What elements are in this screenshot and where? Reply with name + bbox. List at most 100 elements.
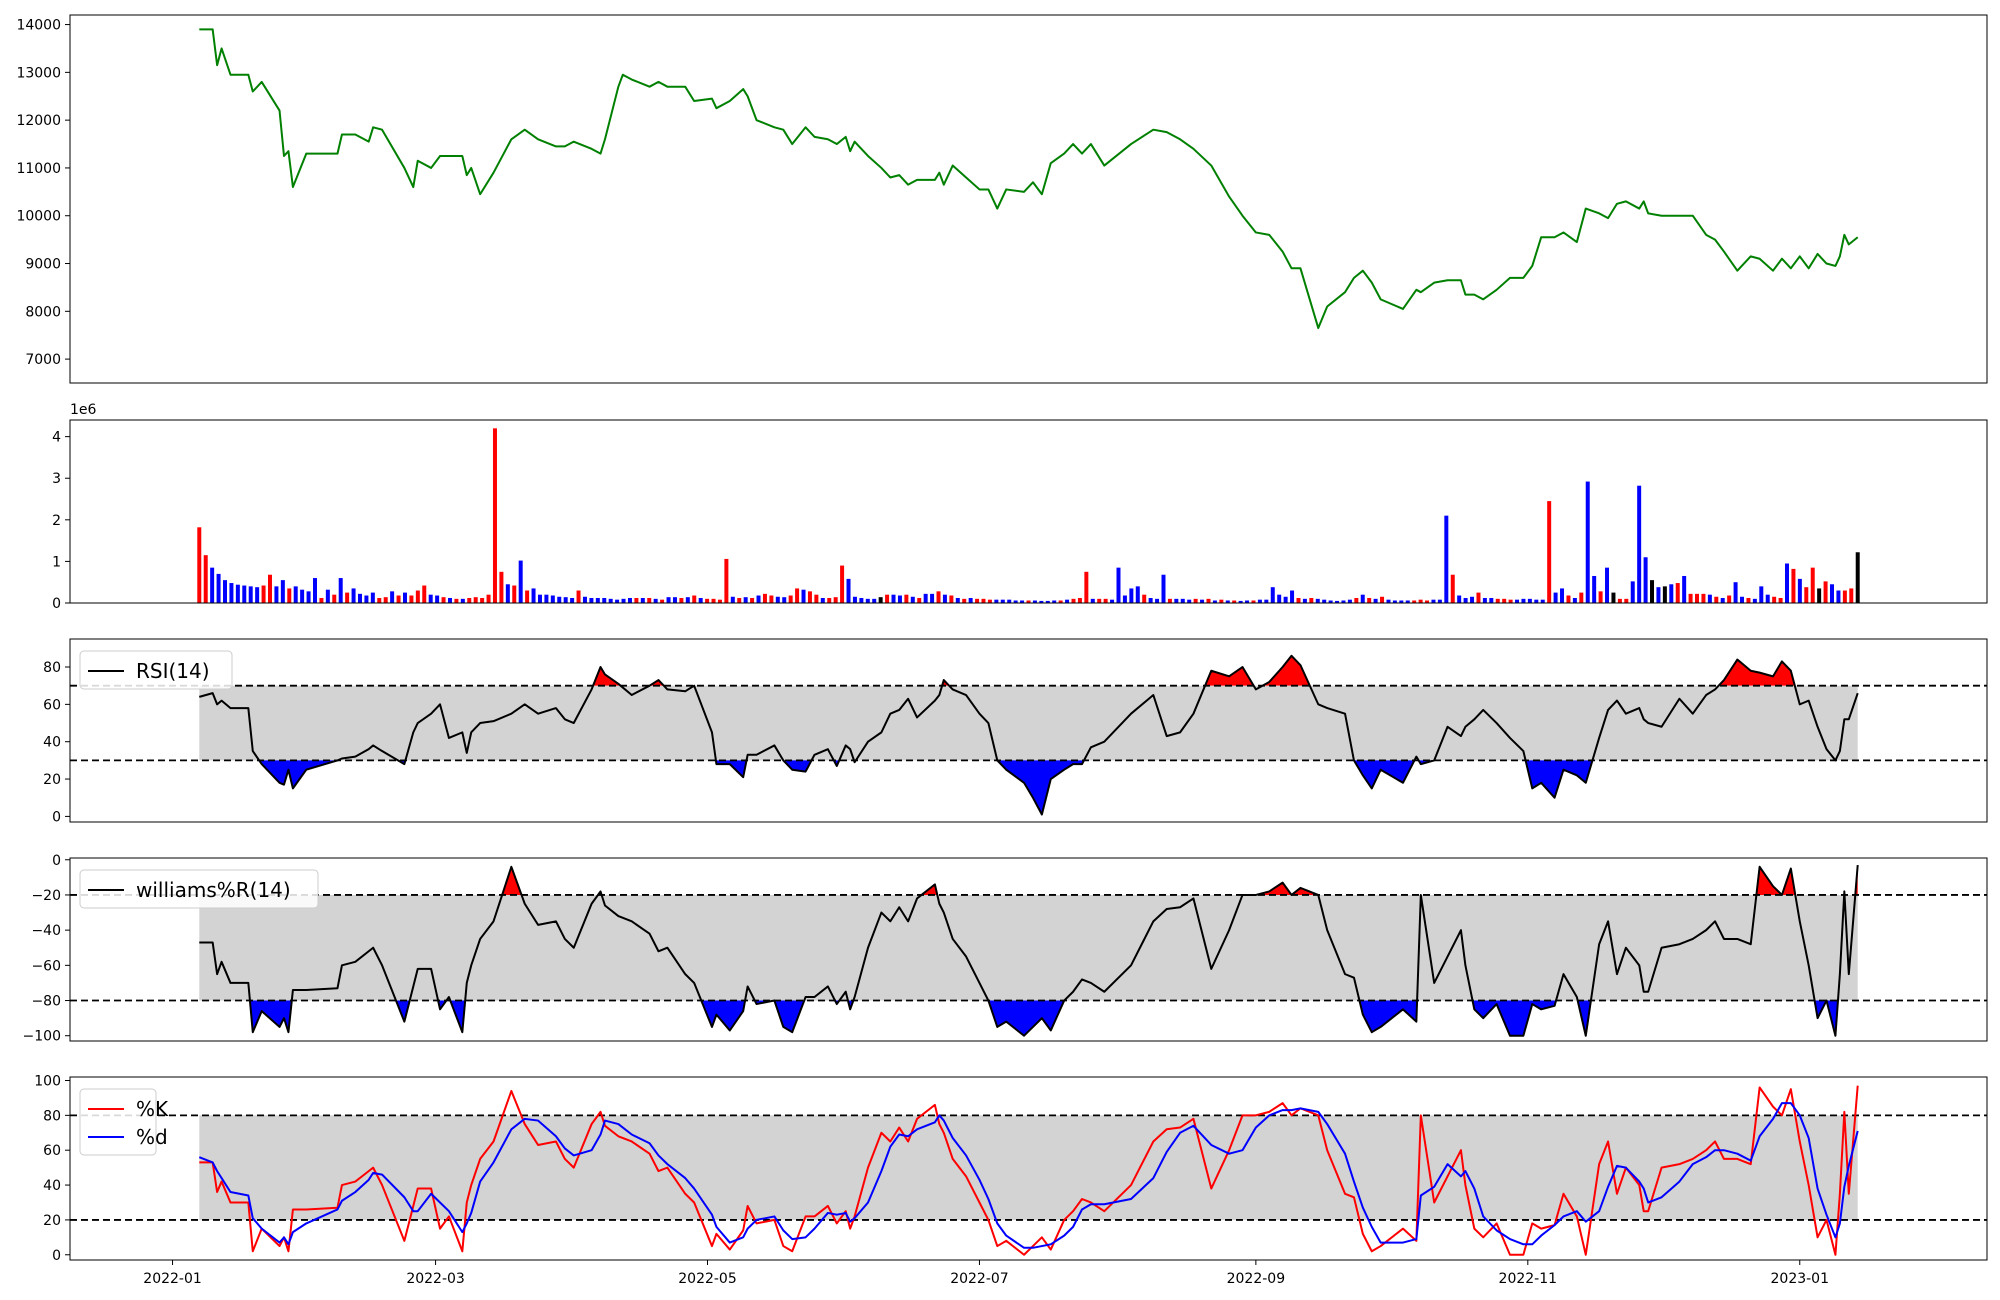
volume-bar (1090, 598, 1095, 603)
volume-bar (1855, 552, 1860, 603)
volume-bar (480, 598, 485, 603)
y-tick-label: 0 (52, 596, 61, 612)
volume-bar (1122, 595, 1127, 603)
volume-bar (1778, 598, 1783, 603)
volume-bar (1315, 598, 1320, 603)
y-tick-label: 40 (43, 1178, 61, 1194)
y-tick-label: 14000 (16, 18, 61, 34)
y-tick-label: 3 (52, 471, 61, 487)
volume-bar (1270, 587, 1275, 603)
y-tick-label: 100 (34, 1073, 61, 1089)
volume-bar (582, 596, 587, 603)
volume-bar (325, 589, 330, 603)
volume-bar (1521, 598, 1526, 603)
volume-bar (1553, 592, 1558, 603)
volume-bar (1341, 600, 1346, 603)
volume-bar (994, 599, 999, 603)
stochastic-legend: %K %d (79, 1088, 169, 1156)
volume-bar (1200, 599, 1205, 603)
volume-bar (1527, 598, 1532, 603)
volume-bar (1065, 599, 1070, 603)
volume-bar (1418, 599, 1423, 603)
volume-bar (1225, 600, 1230, 603)
volume-bar (531, 588, 536, 603)
volume-bar (891, 594, 896, 603)
volume-bar (685, 597, 690, 603)
volume-bar (1058, 600, 1063, 603)
volume-bar (743, 597, 748, 603)
volume-bar (975, 598, 980, 603)
volume-bar (409, 595, 414, 603)
volume-bar (1431, 599, 1436, 603)
volume-bar (1643, 557, 1648, 603)
volume-bar (1000, 599, 1005, 603)
volume-bar (537, 594, 542, 603)
volume-bar (1161, 574, 1166, 603)
volume-bar (1540, 599, 1545, 603)
volume-bar (1444, 515, 1449, 603)
volume-bar (364, 595, 369, 603)
volume-bar (1290, 590, 1295, 603)
volume-bar (473, 597, 478, 603)
price-panel: 7000 8000 9000 10000 11000 12000 13000 14000 (16, 14, 1988, 384)
volume-bar (1682, 575, 1687, 603)
y-tick-label: 7000 (25, 352, 61, 368)
volume-bar (1335, 600, 1340, 603)
williams-legend: williams%R(14) (79, 869, 319, 909)
volume-frame (69, 419, 1988, 604)
volume-bar (1212, 600, 1217, 603)
volume-scale-label: 1e6 (70, 402, 97, 418)
volume-bar (595, 598, 600, 603)
williams-oversold-area (774, 1000, 805, 1033)
volume-bar (602, 598, 607, 603)
volume-bar (885, 594, 890, 603)
williams-legend-box (79, 869, 319, 909)
volume-bar (422, 585, 427, 603)
williams-oversold-area (1359, 1000, 1418, 1033)
volume-bar (486, 594, 491, 603)
volume-bar (936, 591, 941, 603)
volume-bar (235, 584, 240, 603)
volume-bar (1727, 595, 1732, 603)
volume-bar (460, 598, 465, 603)
volume-bar (737, 598, 742, 603)
volume-bar (1283, 596, 1288, 603)
williams-overbought-area (502, 866, 522, 895)
volume-bar (435, 595, 440, 603)
volume-bar (499, 571, 504, 603)
volume-bar (1470, 596, 1475, 603)
williams-frame (69, 857, 1988, 1042)
stochastic-band (199, 1115, 1858, 1220)
volume-bar (197, 527, 202, 603)
volume-bar (287, 588, 292, 603)
volume-bar (955, 598, 960, 603)
volume-bar (672, 597, 677, 603)
volume-bar (820, 598, 825, 603)
volume-bar (544, 594, 549, 603)
volume-bar (852, 596, 857, 603)
y-tick-label: 60 (43, 697, 61, 713)
volume-bar (897, 595, 902, 603)
volume-bar (762, 593, 767, 603)
volume-bar (1637, 485, 1642, 603)
volume-bar (1450, 574, 1455, 603)
williams-series-line-0 (199, 864, 1859, 1037)
stochastic-series-line-1 (198, 1102, 1859, 1249)
volume-bar (987, 599, 992, 603)
y-tick-label: 20 (43, 772, 61, 788)
volume-bar (981, 598, 986, 603)
volume-bar (917, 598, 922, 603)
x-tick-label: 2022-07 (950, 1271, 1009, 1287)
volume-bar (859, 598, 864, 603)
volume-bar (216, 573, 221, 603)
stochastic-legend-label: %d (136, 1125, 168, 1149)
volume-bar (1347, 599, 1352, 603)
stochastic-legend-label: %K (136, 1097, 169, 1121)
volume-bar (505, 584, 510, 603)
x-tick-label: 2022-11 (1499, 1271, 1558, 1287)
volume-bar (1206, 598, 1211, 603)
volume-bar (1849, 588, 1854, 603)
volume-bar (705, 598, 710, 603)
volume-bar (1605, 567, 1610, 603)
volume-bar (512, 585, 517, 603)
